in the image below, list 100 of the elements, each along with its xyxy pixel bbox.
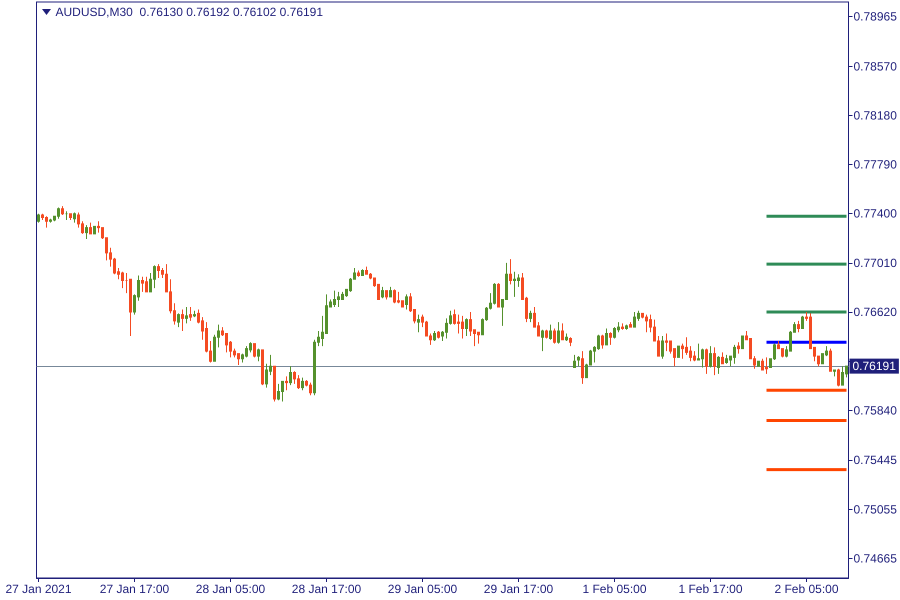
candlestick bbox=[601, 334, 604, 350]
y-tick-label: 0.75055 bbox=[854, 502, 898, 516]
x-tick-label: 27 Jan 17:00 bbox=[100, 582, 170, 596]
candlestick bbox=[253, 343, 256, 358]
candlestick bbox=[529, 310, 532, 323]
candlestick bbox=[665, 332, 668, 352]
candlestick bbox=[497, 282, 500, 308]
y-tick-label: 0.77790 bbox=[854, 158, 898, 172]
candlestick bbox=[57, 206, 60, 220]
x-tick-label: 1 Feb 05:00 bbox=[582, 582, 647, 596]
candlestick bbox=[285, 376, 288, 391]
candlestick bbox=[37, 213, 40, 224]
candlestick bbox=[717, 356, 720, 374]
candlestick bbox=[549, 324, 552, 340]
candlestick bbox=[725, 354, 728, 364]
candlestick bbox=[509, 258, 512, 285]
candlestick bbox=[661, 336, 664, 360]
candlestick bbox=[621, 322, 624, 330]
candlestick bbox=[625, 324, 628, 330]
candlestick bbox=[289, 366, 292, 386]
candlestick bbox=[337, 291, 340, 308]
candlestick bbox=[261, 349, 264, 386]
candlestick bbox=[677, 346, 680, 358]
candlestick bbox=[765, 356, 768, 374]
candlestick bbox=[157, 264, 160, 279]
candlestick bbox=[733, 344, 736, 364]
y-tick-label: 0.78570 bbox=[854, 59, 898, 74]
candlestick bbox=[49, 218, 52, 224]
y-tick-label: 0.74665 bbox=[854, 551, 898, 566]
candlestick bbox=[557, 322, 560, 344]
candlestick bbox=[185, 306, 188, 324]
candlestick bbox=[73, 212, 76, 224]
candlestick bbox=[89, 222, 92, 234]
candlestick bbox=[633, 312, 636, 328]
candlestick bbox=[177, 312, 180, 328]
candlestick bbox=[605, 328, 608, 346]
x-tick-label: 1 Feb 17:00 bbox=[678, 582, 743, 596]
candlestick bbox=[309, 382, 312, 396]
y-tick-label: 0.78965 bbox=[854, 9, 898, 24]
candlestick bbox=[361, 268, 364, 276]
candlestick bbox=[797, 320, 800, 333]
candlestick bbox=[569, 336, 572, 347]
candlestick bbox=[833, 370, 836, 377]
candlestick bbox=[565, 332, 568, 342]
candlestick bbox=[153, 264, 156, 289]
candlestick bbox=[357, 270, 360, 278]
candlestick bbox=[561, 322, 564, 340]
candlestick bbox=[189, 306, 192, 322]
candlestick bbox=[433, 330, 436, 342]
candlestick bbox=[65, 210, 68, 221]
candlestick bbox=[553, 328, 556, 344]
candlestick bbox=[741, 336, 744, 350]
candlestick bbox=[393, 288, 396, 304]
y-tick-label: 0.78180 bbox=[854, 108, 898, 122]
x-tick-label: 2 Feb 05:00 bbox=[774, 582, 839, 596]
candlestick bbox=[141, 276, 144, 292]
candlestick bbox=[581, 350, 584, 384]
candlestick bbox=[841, 366, 844, 386]
candlestick bbox=[273, 366, 276, 402]
y-tick-label: 0.77400 bbox=[854, 206, 898, 221]
candlestick bbox=[761, 358, 764, 371]
candlestick bbox=[737, 342, 740, 354]
candlestick bbox=[45, 216, 48, 228]
x-tick-label: 29 Jan 17:00 bbox=[484, 582, 554, 596]
candlestick bbox=[545, 329, 548, 340]
candlestick bbox=[145, 276, 148, 292]
candlestick bbox=[645, 314, 648, 333]
candlestick bbox=[629, 322, 632, 328]
x-tick-label: 27 Jan 2021 bbox=[5, 582, 72, 596]
candlestick bbox=[277, 383, 280, 401]
candlestick bbox=[93, 226, 96, 234]
ref-line-label: 0.76191 bbox=[852, 359, 896, 374]
candlestick bbox=[705, 348, 708, 374]
candlestick bbox=[609, 332, 612, 346]
candlestick bbox=[465, 318, 468, 337]
candlestick bbox=[397, 291, 400, 304]
candlestick bbox=[121, 271, 124, 289]
candlestick bbox=[757, 360, 760, 367]
y-tick-label: 0.75445 bbox=[854, 453, 898, 468]
candlestick bbox=[573, 354, 576, 368]
candlestick bbox=[801, 315, 804, 329]
candlestick bbox=[417, 314, 420, 333]
candlestick bbox=[477, 332, 480, 344]
candlestick bbox=[577, 356, 580, 367]
candlestick bbox=[405, 294, 408, 310]
candlestick bbox=[61, 206, 64, 216]
candlestick bbox=[297, 374, 300, 390]
y-tick-label: 0.76620 bbox=[854, 305, 898, 320]
chart-title: AUDUSD,M30 0.76130 0.76192 0.76102 0.76191 bbox=[56, 5, 324, 19]
candlestick bbox=[437, 330, 440, 340]
candlestick bbox=[69, 213, 72, 221]
candlestick bbox=[829, 348, 832, 372]
y-tick-label: 0.77010 bbox=[854, 256, 898, 270]
candlestick bbox=[181, 309, 184, 332]
candlestick bbox=[713, 346, 716, 376]
candlestick bbox=[333, 290, 336, 308]
candlestick bbox=[85, 224, 88, 240]
candlestick bbox=[541, 329, 544, 352]
candlestick bbox=[461, 315, 464, 340]
candlestick bbox=[389, 286, 392, 298]
